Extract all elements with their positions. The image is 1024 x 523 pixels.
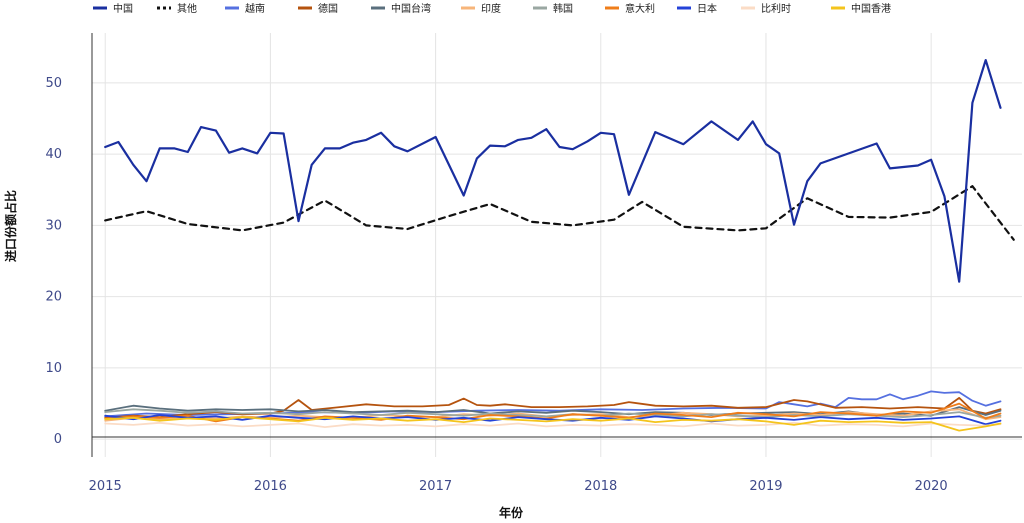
legend-label: 比利时: [761, 3, 791, 15]
legend-label: 中国香港: [851, 2, 891, 15]
legend-label: 韩国: [553, 2, 573, 15]
x-tick-label: 2017: [419, 479, 452, 494]
series-line-1: [104, 185, 1015, 241]
grid-lines: [92, 33, 1022, 457]
legend-label: 越南: [245, 2, 265, 15]
legend-label: 意大利: [625, 2, 655, 15]
legend-label: 日本: [697, 2, 717, 15]
series-lines: [104, 58, 1015, 432]
series-line-3: [104, 396, 1002, 419]
y-tick-labels: 0 10 20 30 40 50: [45, 76, 62, 447]
legend-label: 中国台湾: [391, 2, 431, 15]
y-tick-label: 40: [45, 147, 62, 162]
y-tick-label: 0: [54, 432, 62, 447]
x-tick-label: 2019: [749, 479, 782, 494]
x-tick-label: 2020: [915, 479, 948, 494]
legend: 中国 其他 越南 德国 中国台湾 印度 韩国 意大利 日本 比利时 中国香港: [93, 2, 891, 15]
legend-label: 中国: [113, 2, 133, 15]
x-tick-labels: 2015 2016 2017 2018 2019 2020: [89, 479, 948, 494]
y-tick-label: 30: [45, 218, 62, 233]
x-tick-label: 2015: [89, 479, 122, 494]
series-line-10: [104, 416, 1002, 432]
x-tick-label: 2018: [584, 479, 617, 494]
y-tick-label: 10: [45, 361, 62, 376]
legend-label: 其他: [177, 2, 197, 15]
x-tick-label: 2016: [254, 479, 287, 494]
series-line-9: [104, 421, 1002, 429]
legend-label: 印度: [481, 2, 501, 15]
series-line-0: [104, 58, 1002, 283]
axes: [91, 33, 1022, 457]
y-axis-title: 进口份额占比: [3, 190, 18, 262]
legend-label: 德国: [318, 2, 338, 15]
x-axis-title: 年份: [499, 505, 524, 520]
y-tick-label: 20: [45, 290, 62, 305]
y-tick-label: 50: [45, 76, 62, 91]
